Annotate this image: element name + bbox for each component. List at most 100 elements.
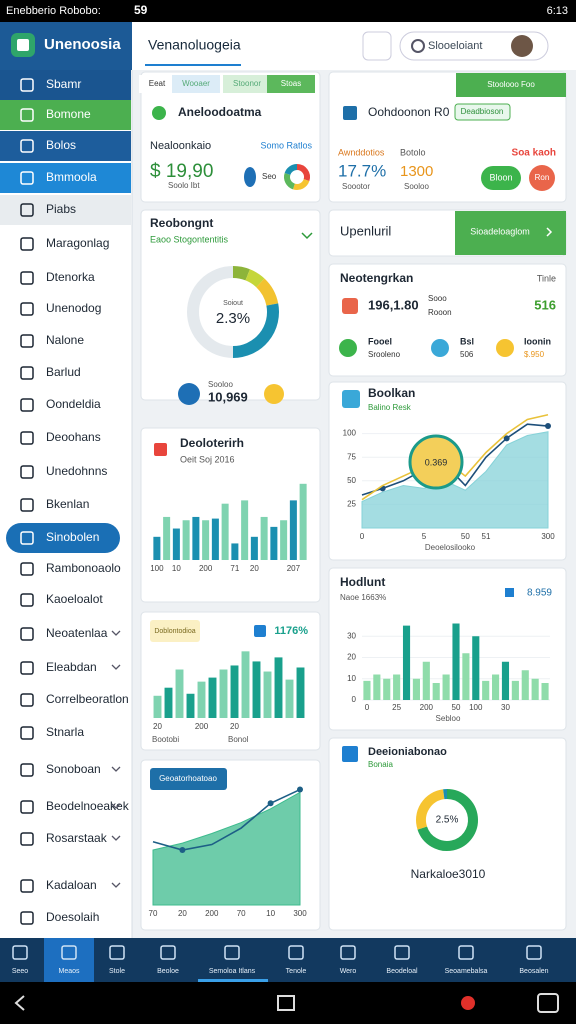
nav-label[interactable]: Seoamebalsa (445, 968, 488, 975)
tag (454, 103, 511, 121)
sidebar-item[interactable]: Maragonlag (46, 236, 109, 250)
nav-icon[interactable] (394, 945, 410, 960)
bar (241, 500, 249, 560)
record-icon[interactable] (461, 996, 475, 1010)
x-tick-label: 51 (482, 532, 491, 541)
sidebar-item[interactable]: Bomone (46, 107, 91, 121)
tab-label[interactable]: Stoas (281, 79, 301, 88)
sidebar-item[interactable]: Dtenorka (46, 270, 95, 284)
sidebar-item[interactable]: Unedohnns (46, 464, 107, 478)
label: Ioonin (524, 336, 551, 346)
sidebar-item[interactable]: Correlbeoratlon (46, 692, 129, 706)
tab-label[interactable]: Stoonor (233, 79, 261, 88)
nav-icon[interactable] (288, 945, 304, 960)
bar (202, 520, 210, 560)
sidebar-item-bg[interactable] (0, 100, 131, 130)
sidebar-item[interactable]: Stnarla (46, 725, 84, 739)
sidebar-item[interactable]: Eleabdan (46, 660, 97, 674)
nav-label[interactable]: Tenole (286, 968, 307, 975)
card (140, 209, 321, 401)
sidebar-item[interactable]: Bmmoola (46, 170, 97, 184)
nav-icon[interactable] (458, 945, 474, 960)
screenshot-icon[interactable] (537, 993, 559, 1013)
sidebar-icon (20, 431, 34, 445)
sidebar-item[interactable]: Neoatenlaa (46, 626, 108, 640)
bar (462, 653, 470, 700)
sidebar-item-bg[interactable] (0, 195, 131, 225)
tab[interactable] (139, 75, 175, 93)
sidebar-item[interactable]: Bolos (46, 138, 76, 152)
sidebar-item[interactable]: Deoohans (46, 430, 101, 444)
sidebar-item[interactable]: Rambonoaolo (46, 561, 121, 575)
button[interactable] (455, 211, 566, 255)
icon (505, 588, 514, 597)
tab[interactable] (267, 75, 315, 93)
label: Nealoonkaio (150, 140, 211, 152)
sidebar-item[interactable]: Nalone (46, 333, 84, 347)
tab[interactable] (172, 75, 220, 93)
label: Aneloodoatma (178, 105, 262, 119)
sidebar-item[interactable]: Sbamr (46, 77, 81, 91)
nav-label[interactable]: Semoloa Itlans (209, 968, 256, 975)
nav-label[interactable]: Stole (109, 968, 125, 975)
sidebar-item[interactable]: Sonoboan (46, 762, 101, 776)
sidebar-item-bg[interactable] (0, 131, 131, 161)
nav-icon[interactable] (526, 945, 542, 960)
button[interactable] (456, 73, 566, 97)
sidebar-item[interactable]: Oondeldia (46, 397, 101, 411)
x-tick-label: 70 (149, 909, 158, 918)
sidebar-item[interactable]: Doesolaih (46, 910, 99, 924)
sidebar-item-bg[interactable] (0, 70, 131, 100)
nav-label[interactable]: Wero (340, 968, 357, 975)
sidebar-item[interactable]: Kaoeloalot (46, 592, 103, 606)
tab[interactable] (223, 75, 271, 93)
nav-label[interactable]: Beosalen (519, 968, 548, 975)
nav-icon[interactable] (160, 945, 176, 960)
sidebar-icon (20, 763, 34, 777)
home-icon[interactable] (277, 995, 295, 1011)
donut-value: 2.5% (436, 815, 459, 826)
nav-icon[interactable] (61, 945, 77, 960)
label: Fooel (368, 336, 392, 346)
nav-icon[interactable] (12, 945, 28, 960)
nav-icon[interactable] (109, 945, 125, 960)
nav-label[interactable]: Meaos (58, 968, 80, 975)
sidebar-item[interactable]: Beodelnoeakek (46, 799, 130, 813)
search-box[interactable] (399, 31, 549, 61)
nav-label[interactable]: Seeo (12, 968, 28, 975)
bar (393, 674, 401, 700)
label: Sooo (428, 294, 447, 303)
nav-icon[interactable] (224, 945, 240, 960)
sidebar-item[interactable]: Barlud (46, 365, 81, 379)
bar (511, 680, 519, 700)
label: Bonaia (368, 760, 393, 769)
sidebar-selected[interactable] (6, 523, 120, 553)
sidebar-icon (20, 726, 34, 740)
sidebar-item[interactable]: Piabs (46, 202, 76, 216)
nav-icon[interactable] (340, 945, 356, 960)
sidebar-icon (20, 271, 34, 285)
pill[interactable] (481, 166, 521, 190)
bar (492, 674, 500, 700)
sidebar-item[interactable]: Kadaloan (46, 878, 97, 892)
bar (241, 651, 250, 718)
sidebar-item[interactable]: Sinobolen (46, 530, 99, 544)
tag (150, 620, 200, 642)
pill[interactable] (529, 165, 555, 191)
sidebar-item[interactable]: Rosarstaak (46, 831, 108, 845)
search-icon (411, 39, 425, 53)
back-icon[interactable] (14, 995, 25, 1011)
sidebar-item-bg[interactable] (0, 163, 131, 193)
label: 516 (534, 297, 556, 312)
nav-label[interactable]: Beodeloal (386, 968, 418, 975)
nav-label[interactable]: Beoloe (157, 968, 179, 975)
sidebar-item[interactable]: Bkenlan (46, 497, 89, 511)
sidebar-icon (20, 203, 34, 217)
tab-label[interactable]: Eeat (149, 79, 166, 88)
point (503, 435, 510, 442)
avatar[interactable] (511, 35, 533, 57)
tool-button[interactable] (362, 31, 392, 61)
tab-label[interactable]: Wooaer (182, 79, 210, 88)
sidebar-item[interactable]: Unenodog (46, 301, 101, 315)
